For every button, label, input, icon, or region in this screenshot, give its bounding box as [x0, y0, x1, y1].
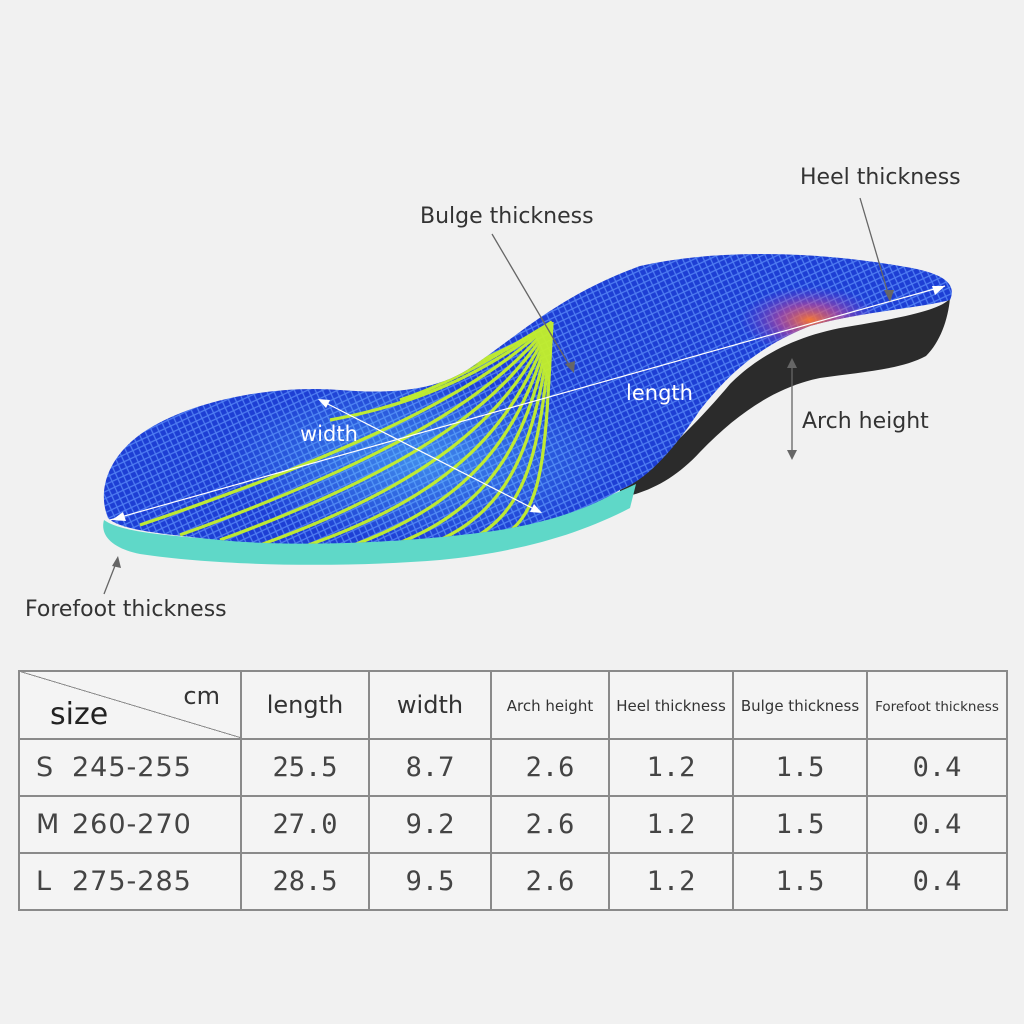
heel-thickness-value: 1.2: [608, 852, 734, 911]
measurement-lines: [109, 285, 946, 521]
header-length: length: [240, 670, 370, 740]
bulge-thickness-value: 1.5: [732, 738, 868, 797]
header-width: width: [368, 670, 492, 740]
arch-height-value: 2.6: [490, 738, 610, 797]
leader-lines: [103, 197, 891, 595]
heel-thickness-value: 1.2: [608, 795, 734, 854]
header-forefoot-thickness: Forefoot thickness: [866, 670, 1008, 740]
table-row: M 260-270 27.0 9.2 2.6 1.2 1.5 0.4: [18, 795, 1008, 854]
length-value: 27.0: [240, 795, 370, 854]
heel-base: [620, 298, 950, 498]
bulge-thickness-value: 1.5: [732, 852, 868, 911]
bulge-thickness-label: Bulge thickness: [420, 204, 594, 229]
table-corner-cell: cm size: [18, 670, 242, 740]
unit-label: cm: [183, 682, 220, 710]
width-label: width: [300, 422, 358, 446]
size-cell: S 245-255: [18, 738, 242, 797]
forefoot-thickness-value: 0.4: [866, 738, 1008, 797]
arrowheads: [112, 290, 894, 568]
heel-thickness-value: 1.2: [608, 738, 734, 797]
arch-height-value: 2.6: [490, 852, 610, 911]
size-column-label: size: [50, 697, 109, 732]
arch-height-value: 2.6: [490, 795, 610, 854]
heel-thickness-label: Heel thickness: [800, 165, 961, 190]
length-value: 28.5: [240, 852, 370, 911]
header-arch-height: Arch height: [490, 670, 610, 740]
table-row: L 275-285 28.5 9.5 2.6 1.2 1.5 0.4: [18, 852, 1008, 911]
dimension-arrowheads: [112, 286, 945, 521]
width-value: 9.2: [368, 795, 492, 854]
insole-illustration: [103, 197, 952, 595]
bulge-thickness-value: 1.5: [732, 795, 868, 854]
size-cell: M 260-270: [18, 795, 242, 854]
header-heel-thickness: Heel thickness: [608, 670, 734, 740]
forefoot-thickness-value: 0.4: [866, 795, 1008, 854]
header-bulge-thickness: Bulge thickness: [732, 670, 868, 740]
forefoot-thickness-value: 0.4: [866, 852, 1008, 911]
arch-height-label: Arch height: [802, 409, 929, 434]
width-value: 9.5: [368, 852, 492, 911]
forefoot-base: [103, 484, 636, 565]
table-row: S 245-255 25.5 8.7 2.6 1.2 1.5 0.4: [18, 738, 1008, 797]
length-label: length: [626, 381, 693, 405]
insole-diagram: Heel thickness Bulge thickness length wi…: [25, 165, 961, 622]
width-value: 8.7: [368, 738, 492, 797]
size-chart-table: cm size length width Arch height Heel th…: [18, 670, 1008, 911]
table-header-row: cm size length width Arch height Heel th…: [18, 670, 1008, 740]
length-value: 25.5: [240, 738, 370, 797]
support-lines: [139, 320, 554, 544]
size-cell: L 275-285: [18, 852, 242, 911]
forefoot-thickness-label: Forefoot thickness: [25, 597, 227, 622]
